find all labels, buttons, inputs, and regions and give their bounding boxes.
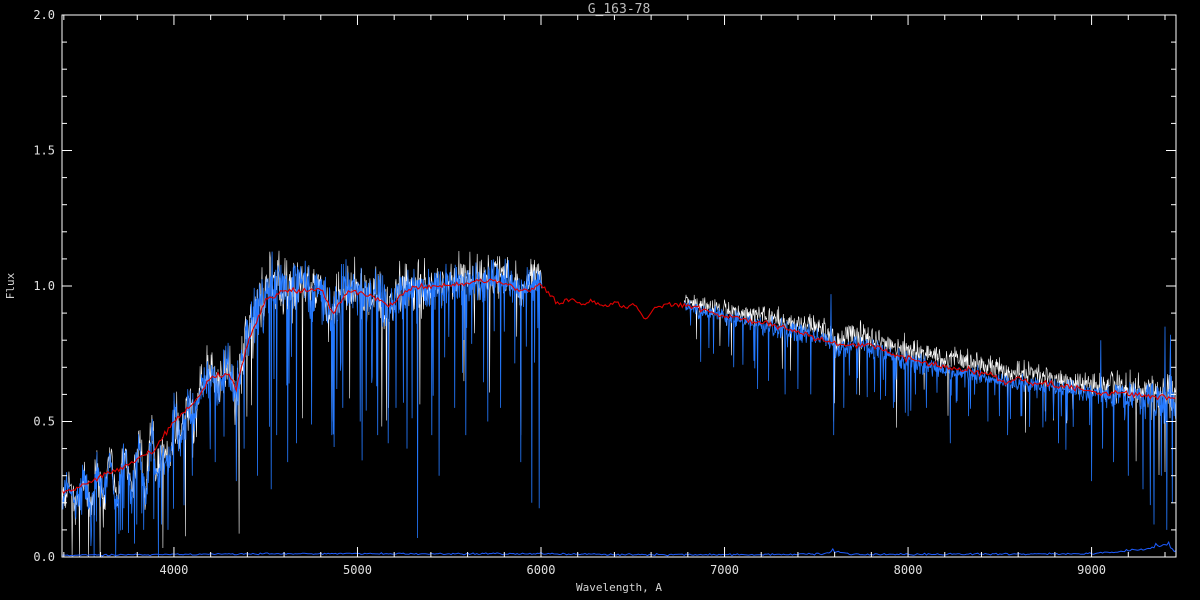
y-tick-label: 1.5 <box>33 144 55 158</box>
x-tick-label: 4000 <box>159 563 188 577</box>
plot-frame <box>61 14 1177 558</box>
plot-title: G_163-78 <box>588 2 651 17</box>
x-tick-label: 5000 <box>343 563 372 577</box>
series-observed-white <box>683 294 1177 476</box>
x-tick-label: 7000 <box>710 563 739 577</box>
series-observed-blue <box>683 294 1177 530</box>
series-error-floor-blue <box>61 540 1177 557</box>
x-tick-label: 6000 <box>527 563 556 577</box>
x-tick-label: 8000 <box>894 563 923 577</box>
series-observed-white <box>61 250 543 558</box>
series-template-red <box>61 278 1177 495</box>
y-tick-label: 0.5 <box>33 415 55 429</box>
x-axis-label: Wavelength, A <box>576 581 662 594</box>
axes-layer: 4000 5000 6000 7000 8000 9000 0.0 0.5 1.0 1.5 2.0 <box>33 8 1177 577</box>
x-tick-label: 9000 <box>1077 563 1106 577</box>
series-layer <box>61 250 1177 558</box>
y-tick-label: 2.0 <box>33 8 55 22</box>
y-axis-label: Flux <box>4 272 17 299</box>
y-tick-label: 1.0 <box>33 279 55 293</box>
series-observed-blue <box>61 251 543 558</box>
y-tick-label: 0.0 <box>33 550 55 564</box>
